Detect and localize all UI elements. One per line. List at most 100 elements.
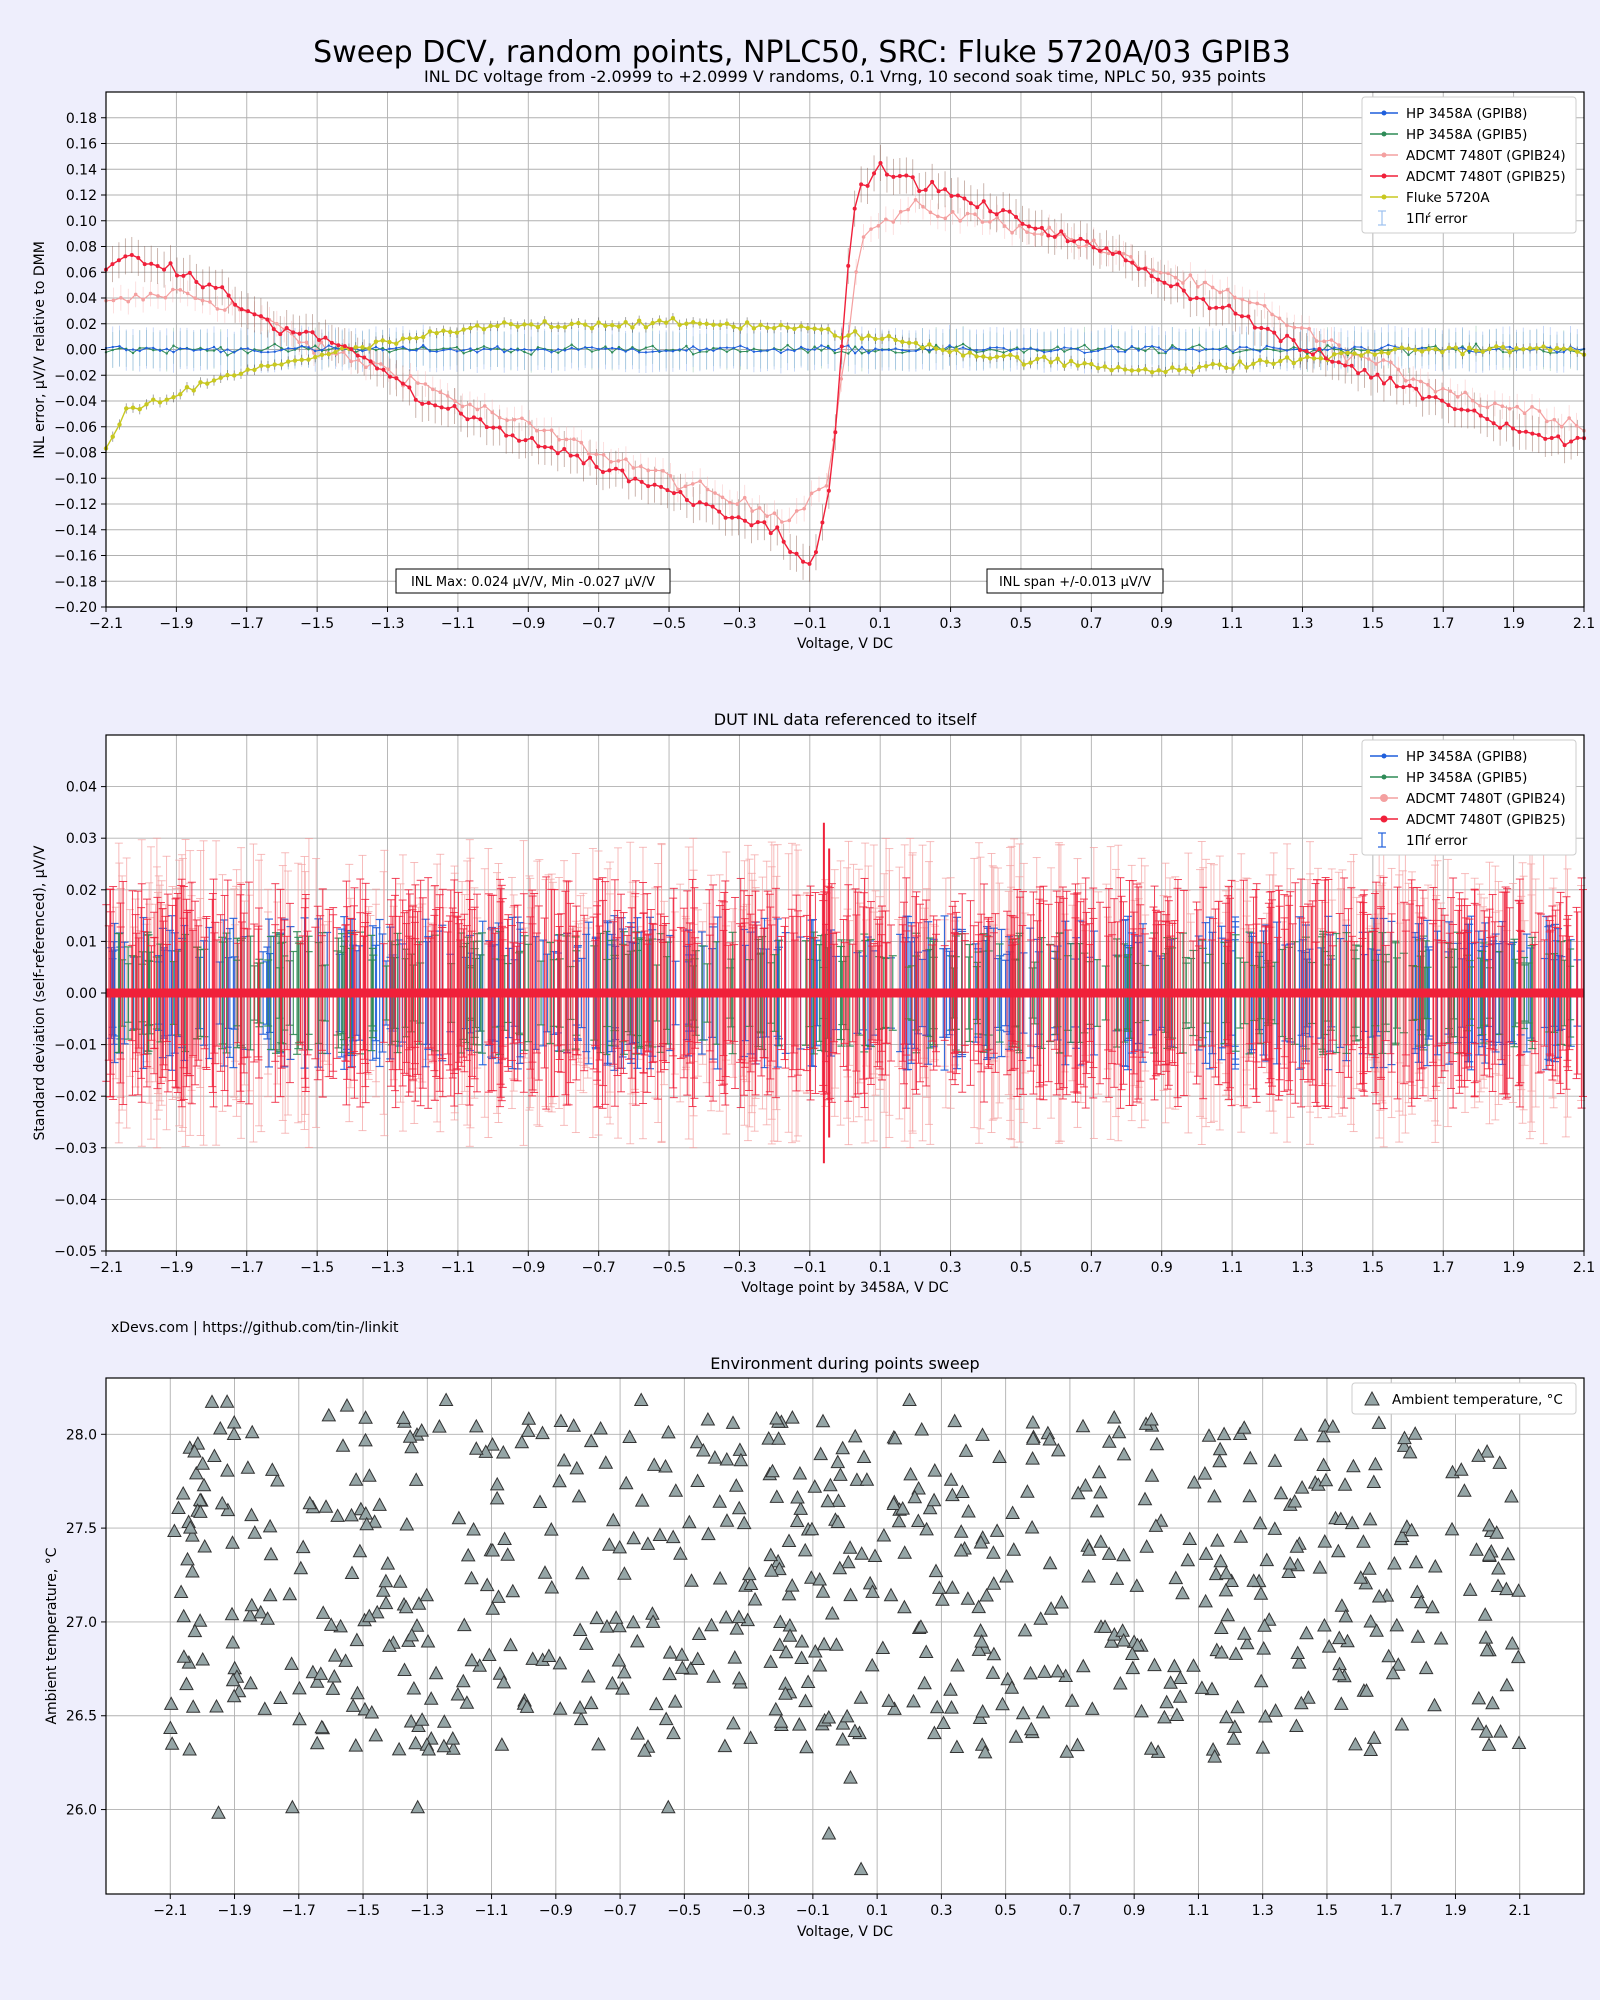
data-point [792,326,797,332]
y-tick-label: −0.04 [54,394,97,410]
data-point [780,520,784,524]
data-point [1184,348,1188,351]
data-point [413,397,418,402]
data-point [1033,226,1038,231]
data-point [1353,347,1356,351]
data-point [191,388,196,393]
data-point [690,320,696,325]
data-point [1530,431,1535,436]
data-point [1156,277,1161,282]
data-point [867,351,870,355]
data-point [1224,365,1229,371]
data-point [809,491,814,496]
data-point [906,207,910,212]
data-point [233,302,238,307]
data-point [1373,349,1376,352]
data-point [1353,345,1356,349]
data-point [138,349,141,353]
x-tick-label: 0.9 [1151,616,1173,632]
data-point [949,194,954,199]
data-point [1548,348,1553,353]
data-point [529,435,534,440]
data-point [793,349,796,353]
data-point [442,348,445,352]
data-point [1056,345,1059,348]
data-point [677,322,682,328]
data-point [1106,251,1111,256]
data-point [685,349,688,352]
data-point [1157,351,1161,355]
data-point [685,344,688,348]
data-point [520,416,524,421]
data-point [149,261,154,266]
data-point [671,491,676,496]
data-point [613,466,618,471]
data-point [786,348,789,351]
data-point [307,346,310,349]
data-point [523,348,526,351]
data-point [1352,351,1357,356]
data-point [1198,343,1201,347]
data-point [226,354,229,357]
legend-label: HP 3458A (GPIB5) [1406,127,1527,143]
data-point [291,330,296,335]
data-point [936,214,940,219]
data-point [1272,348,1275,352]
data-point [1411,377,1415,381]
data-point [408,349,411,352]
data-point [502,348,506,351]
data-point [1418,379,1423,384]
data-point [802,506,806,511]
data-point [461,327,466,332]
data-point [626,479,631,484]
data-point [590,346,594,349]
data-point [380,338,385,343]
data-point [185,347,189,350]
x-tick-label: −0.3 [722,616,756,632]
data-point [1541,344,1546,349]
data-point [1195,285,1200,289]
data-point [300,344,303,348]
data-point [1158,270,1163,275]
data-point [307,348,310,351]
data-point [414,335,419,341]
data-point [111,298,116,303]
data-point [178,392,183,397]
data-point [975,351,978,354]
data-point [555,324,561,330]
data-point [1478,413,1483,418]
data-point [658,349,661,353]
data-point [1010,231,1014,235]
inl-annotation-span: INL span +/-0.013 μV/V [986,568,1164,594]
data-point [1166,271,1170,276]
data-point [742,518,747,523]
data-point [491,425,496,430]
inl-chart-title: INL DC voltage from -2.0999 to +2.0999 V… [424,67,1266,86]
data-point [1164,350,1167,354]
data-point [659,484,664,489]
data-point [219,346,222,349]
data-point [1144,349,1147,353]
data-point [910,175,915,180]
data-point [223,308,227,312]
data-point [1068,358,1074,364]
data-point [198,380,203,385]
data-point [1264,359,1270,365]
data-point [1151,268,1156,272]
data-point [1032,232,1037,236]
data-point [646,484,651,489]
y-tick-label: −0.12 [54,497,97,513]
data-point [1014,214,1019,219]
data-point [557,437,561,442]
data-point [668,474,673,478]
data-point [1511,426,1516,431]
data-point [1386,350,1391,356]
data-point [1339,347,1343,351]
data-point [116,258,121,263]
data-point [136,255,141,260]
data-point [1077,245,1081,249]
data-point [1317,347,1322,352]
data-point [1434,345,1437,348]
data-point [415,349,418,352]
data-point [1047,225,1052,230]
